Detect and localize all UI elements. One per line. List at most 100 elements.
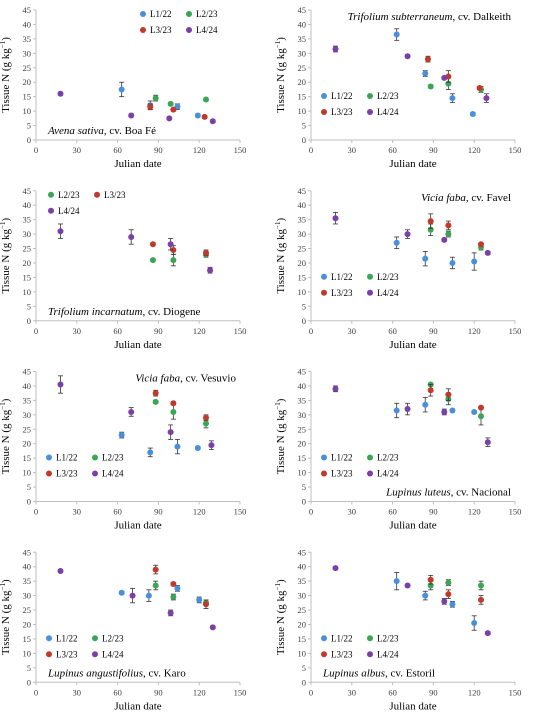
- x-tick-label: 90: [154, 145, 163, 155]
- y-tick-label: 40: [298, 200, 307, 210]
- data-point: [441, 236, 448, 243]
- data-point: [57, 228, 64, 235]
- data-point: [476, 85, 483, 91]
- series-L2-23: [152, 398, 209, 429]
- chart-panel: 0 30 60 90 120 150 0 5 10 15 20 25 30 35 40 45 Julian da…: [274, 367, 521, 532]
- x-axis-title: Julian date: [114, 158, 161, 170]
- series-L4-24: [332, 565, 491, 637]
- y-axis-title-text: Tissue N (g kg: [275, 590, 287, 655]
- x-tick-label: 150: [509, 507, 522, 517]
- y-axis-title-text: Tissue N (g kg: [275, 409, 287, 474]
- x-tick-label: 120: [468, 326, 481, 336]
- series-L2-23: [152, 94, 209, 107]
- x-tick-label: 150: [509, 687, 522, 697]
- x-tick-label: 90: [154, 687, 163, 697]
- y-tick-label: 40: [23, 19, 32, 29]
- legend-marker: [48, 191, 54, 198]
- data-point: [57, 90, 64, 97]
- crop-species: Avena sativa: [47, 125, 104, 137]
- legend-label: L3/23: [331, 649, 353, 659]
- legend: L1/22 L2/23 L3/23 L4/24: [321, 453, 399, 479]
- y-tick-label: 10: [23, 648, 32, 658]
- legend-marker: [92, 454, 98, 461]
- data-point: [445, 231, 452, 238]
- crop-species: Trifolium incarnatum: [48, 306, 142, 318]
- legend-marker: [321, 651, 327, 658]
- data-point: [207, 267, 214, 274]
- data-point: [422, 592, 429, 599]
- data-point: [484, 439, 491, 446]
- y-tick-label: 30: [298, 48, 307, 58]
- data-point: [128, 233, 135, 240]
- legend-marker: [92, 470, 98, 477]
- legend-label: L2/23: [58, 190, 80, 200]
- y-axis-title: Tissue N (g kg−1): [0, 579, 12, 655]
- data-point: [441, 408, 448, 415]
- legend: L2/23 L3/23 L4/24: [48, 190, 126, 216]
- legend-marker: [367, 454, 373, 461]
- x-tick-label: 60: [113, 326, 122, 336]
- data-point: [483, 95, 490, 102]
- x-tick-label: 90: [154, 326, 163, 336]
- data-point: [424, 56, 431, 63]
- y-tick-label: 10: [298, 287, 307, 297]
- x-tick-label: 60: [388, 145, 397, 155]
- legend-marker: [367, 273, 373, 280]
- x-tick-label: 90: [429, 145, 438, 155]
- y-tick-label: 35: [298, 395, 307, 405]
- y-tick-label: 10: [23, 106, 32, 116]
- x-axis-title: Julian date: [114, 700, 161, 712]
- chart-panel: 0 30 60 90 120 150 0 5 10 15 20 25 30 35 40 45 Julian da…: [274, 5, 521, 170]
- x-tick-label: 30: [73, 145, 82, 155]
- y-tick-label: 20: [23, 619, 32, 629]
- data-point: [393, 407, 400, 414]
- y-tick-label: 45: [23, 367, 32, 377]
- series-L3-23: [427, 574, 484, 605]
- data-point: [167, 100, 174, 107]
- y-axis-title: Tissue N (g kg−1): [0, 398, 12, 474]
- data-point: [427, 387, 434, 394]
- crop-species: Lupinus albus: [322, 667, 385, 679]
- data-point: [404, 53, 411, 60]
- y-axis-title-unit-exponent: −1: [274, 583, 282, 591]
- y-tick-label: 40: [298, 562, 307, 572]
- legend-marker: [367, 635, 373, 642]
- series-L4-24: [332, 212, 491, 256]
- y-axis-title-unit-exponent: −1: [0, 221, 7, 229]
- y-tick-label: 20: [298, 619, 307, 629]
- y-tick-label: 0: [302, 316, 306, 326]
- crop-label: Lupinus albus, cv. Estoril: [322, 667, 435, 679]
- y-axis-title-close: ): [0, 218, 12, 222]
- y-axis-title-text: Tissue N (g kg: [275, 228, 287, 293]
- legend-label: L4/24: [377, 649, 399, 659]
- legend-label: L1/22: [331, 272, 353, 282]
- legend-marker: [321, 635, 327, 642]
- data-point: [152, 566, 159, 573]
- legend-marker: [94, 191, 100, 198]
- series-L3-23: [152, 389, 209, 422]
- y-tick-label: 5: [27, 121, 31, 131]
- series-L4-24: [332, 45, 490, 103]
- x-tick-label: 0: [309, 687, 313, 697]
- y-tick-label: 45: [298, 186, 307, 196]
- series-L4-24: [57, 90, 216, 125]
- y-tick-label: 40: [23, 200, 32, 210]
- y-tick-label: 45: [23, 5, 32, 15]
- legend-label: L2/23: [102, 453, 124, 463]
- x-tick-label: 60: [113, 145, 122, 155]
- legend-marker: [367, 93, 373, 99]
- legend-marker: [321, 273, 327, 280]
- data-point: [332, 565, 339, 572]
- series-L4-24: [57, 223, 214, 274]
- y-tick-label: 25: [23, 424, 32, 434]
- legend-label: L1/22: [56, 453, 78, 463]
- x-tick-label: 0: [34, 326, 38, 336]
- y-tick-label: 30: [23, 229, 32, 239]
- data-point: [128, 112, 135, 119]
- legend-marker: [48, 207, 54, 214]
- data-point: [469, 111, 476, 117]
- y-tick-label: 5: [27, 482, 31, 492]
- x-tick-label: 30: [73, 507, 82, 517]
- data-point: [478, 241, 484, 248]
- data-point: [478, 596, 484, 603]
